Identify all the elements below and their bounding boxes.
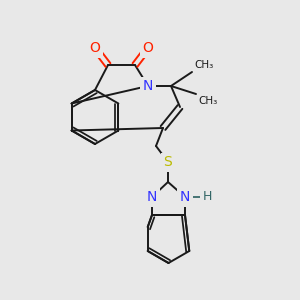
Text: CH₃: CH₃ bbox=[194, 60, 213, 70]
Text: N: N bbox=[143, 79, 153, 93]
Text: O: O bbox=[90, 41, 101, 55]
Text: N: N bbox=[180, 190, 190, 204]
Text: N: N bbox=[147, 190, 157, 204]
Text: H: H bbox=[202, 190, 212, 203]
Text: CH₃: CH₃ bbox=[198, 96, 217, 106]
Text: O: O bbox=[142, 41, 153, 55]
Text: S: S bbox=[164, 155, 172, 169]
